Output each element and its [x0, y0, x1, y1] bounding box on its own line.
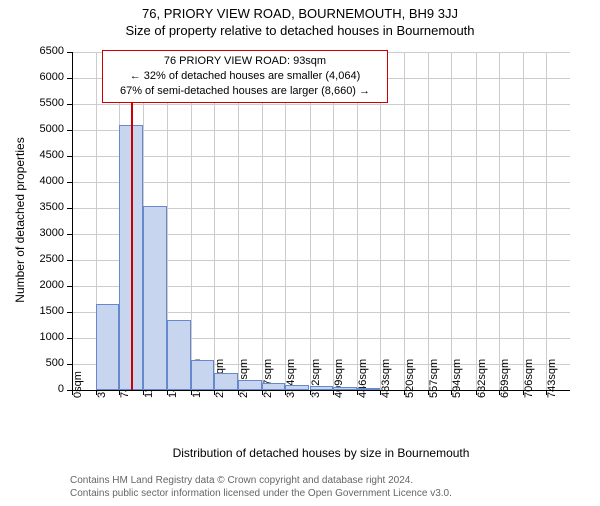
- y-tick-label: 4000: [30, 175, 64, 187]
- histogram-bar: [262, 383, 286, 390]
- histogram-bar: [214, 373, 238, 390]
- grid-line-vertical: [333, 52, 334, 390]
- annotation-line1: 76 PRIORY VIEW ROAD: 93sqm: [109, 54, 381, 69]
- histogram-bar: [143, 206, 167, 390]
- attribution-line1: Contains HM Land Registry data © Crown c…: [70, 474, 452, 487]
- annotation-line2: ← 32% of detached houses are smaller (4,…: [109, 69, 381, 84]
- grid-line-vertical: [214, 52, 215, 390]
- y-tick-label: 6000: [30, 71, 64, 83]
- histogram-bar: [167, 320, 191, 390]
- chart-title-main: 76, PRIORY VIEW ROAD, BOURNEMOUTH, BH9 3…: [0, 6, 600, 21]
- y-tick-label: 1000: [30, 331, 64, 343]
- histogram-bar: [96, 304, 120, 390]
- grid-line-vertical: [238, 52, 239, 390]
- grid-line-vertical: [404, 52, 405, 390]
- y-tick-label: 4500: [30, 149, 64, 161]
- axis-line-bottom: [72, 390, 570, 391]
- grid-line-vertical: [451, 52, 452, 390]
- y-tick-label: 2000: [30, 279, 64, 291]
- histogram-bar: [191, 360, 215, 390]
- grid-line-horizontal: [72, 130, 570, 131]
- grid-line-vertical: [428, 52, 429, 390]
- y-tick-label: 500: [30, 357, 64, 369]
- y-axis-label: Number of detached properties: [13, 120, 27, 320]
- axis-line-left: [72, 52, 73, 390]
- grid-line-vertical: [285, 52, 286, 390]
- histogram-bar: [238, 380, 262, 390]
- y-tick-label: 1500: [30, 305, 64, 317]
- y-tick-label: 0: [30, 383, 64, 395]
- grid-line-horizontal: [72, 182, 570, 183]
- grid-line-vertical: [380, 52, 381, 390]
- grid-line-vertical: [191, 52, 192, 390]
- grid-line-vertical: [310, 52, 311, 390]
- y-tick-label: 5500: [30, 97, 64, 109]
- plot-area: 0500100015002000250030003500400045005000…: [72, 52, 570, 390]
- grid-line-vertical: [499, 52, 500, 390]
- y-tick-label: 2500: [30, 253, 64, 265]
- grid-line-horizontal: [72, 156, 570, 157]
- attribution-line2: Contains public sector information licen…: [70, 487, 452, 500]
- annotation-box: 76 PRIORY VIEW ROAD: 93sqm ← 32% of deta…: [102, 50, 388, 103]
- y-tick-label: 3000: [30, 227, 64, 239]
- grid-line-vertical: [546, 52, 547, 390]
- x-axis-label: Distribution of detached houses by size …: [72, 446, 570, 460]
- grid-line-vertical: [357, 52, 358, 390]
- grid-line-vertical: [476, 52, 477, 390]
- chart-title-sub: Size of property relative to detached ho…: [0, 23, 600, 38]
- annotation-line3: 67% of semi-detached houses are larger (…: [109, 84, 381, 99]
- grid-line-vertical: [262, 52, 263, 390]
- reference-line: [131, 52, 133, 390]
- grid-line-vertical: [523, 52, 524, 390]
- attribution-text: Contains HM Land Registry data © Crown c…: [70, 474, 452, 500]
- grid-line-horizontal: [72, 104, 570, 105]
- y-tick-label: 3500: [30, 201, 64, 213]
- y-tick-label: 5000: [30, 123, 64, 135]
- y-tick-label: 6500: [30, 45, 64, 57]
- chart-container: { "titles": { "main": "76, PRIORY VIEW R…: [0, 6, 600, 506]
